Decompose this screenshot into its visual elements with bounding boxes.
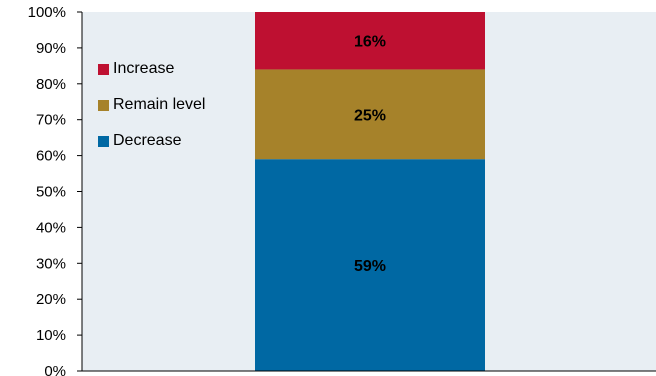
bar-segment-remain-level — [255, 69, 485, 160]
legend-swatch-decrease — [98, 135, 109, 147]
y-tick-label: 50% — [36, 184, 66, 201]
bar-segment-decrease — [255, 159, 485, 371]
legend: Increase Remain level Decrease — [98, 60, 205, 168]
legend-label-increase: Increase — [113, 60, 175, 77]
y-tick-label: 20% — [36, 291, 66, 308]
bar-stack — [255, 12, 485, 371]
legend-label-decrease: Decrease — [113, 132, 182, 149]
legend-swatch-remain-level — [98, 99, 109, 111]
y-tick-label: 80% — [36, 76, 66, 93]
bar-segment-increase — [255, 12, 485, 70]
y-tick-label: 10% — [36, 327, 66, 344]
legend-item-increase: Increase — [98, 60, 205, 78]
y-tick-label: 30% — [36, 255, 66, 272]
data-label-remain-level: 25% — [354, 107, 386, 124]
legend-item-remain-level: Remain level — [98, 96, 205, 114]
y-tick-label: 0% — [44, 363, 66, 376]
y-axis-ticks: 0% 10% 20% 30% 40% 50% 60% 70% 80% 90% 100% — [28, 4, 82, 376]
legend-item-decrease: Decrease — [98, 132, 205, 150]
data-label-decrease: 59% — [354, 258, 386, 275]
y-tick-label: 40% — [36, 219, 66, 236]
y-tick-label: 90% — [36, 40, 66, 57]
legend-label-remain-level: Remain level — [113, 96, 206, 113]
data-label-increase: 16% — [354, 34, 386, 51]
bar-data-labels: 59% 25% 16% — [354, 34, 386, 275]
y-tick-label: 70% — [36, 112, 66, 129]
y-tick-label: 60% — [36, 148, 66, 165]
legend-swatch-increase — [98, 63, 109, 75]
y-tick-label: 100% — [28, 4, 66, 21]
